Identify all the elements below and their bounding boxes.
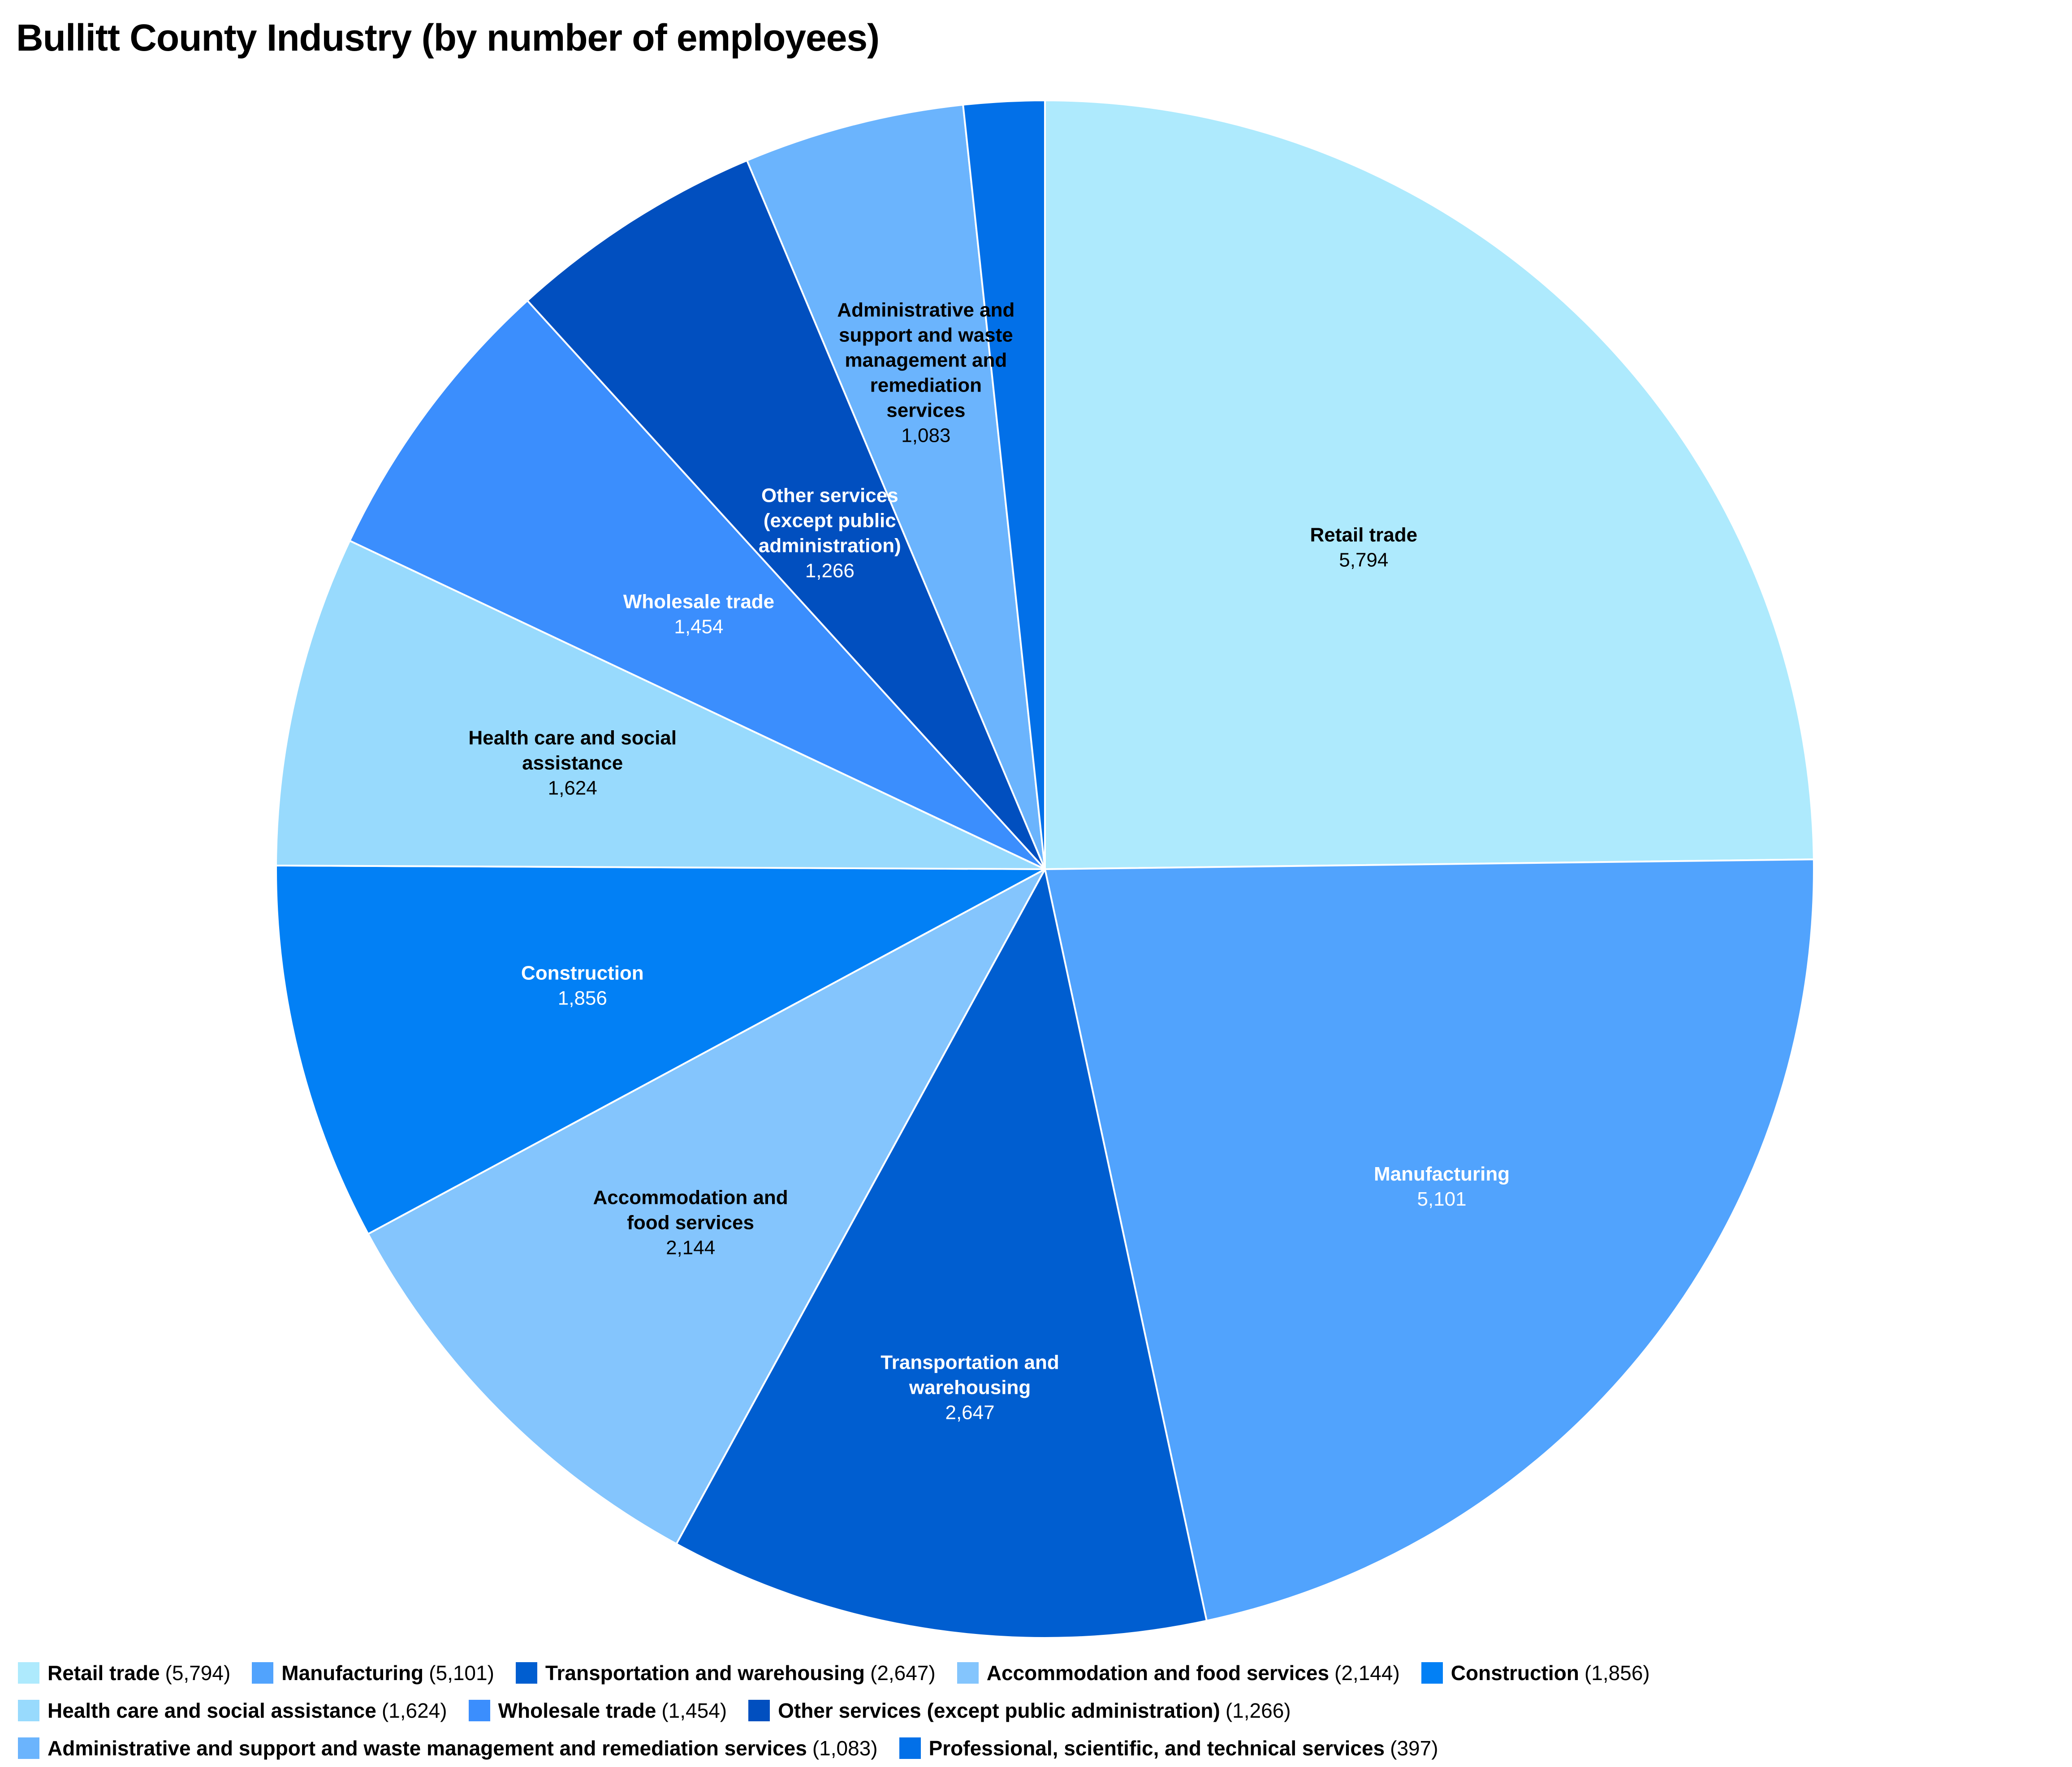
legend-item: Other services (except public administra… — [748, 1698, 1291, 1723]
pie-slice-administrative-and-support-and-waste-management-and-remediation-services — [746, 103, 1046, 870]
legend-label: Health care and social assistance — [47, 1699, 376, 1722]
chart-legend: Retail trade (5,794) Manufacturing (5,101) T… — [18, 1660, 2052, 1761]
pie-slice-label-value: 5,101 — [1417, 1188, 1467, 1210]
pie-slice-label-value: 5,794 — [1339, 549, 1388, 571]
pie-slice-label-name: warehousing — [909, 1377, 1031, 1399]
legend-item: Construction (1,856) — [1421, 1660, 1650, 1685]
legend-value: (1,083) — [812, 1737, 878, 1760]
pie-slice-label-value: 2,647 — [945, 1402, 994, 1424]
pie-slice-label-name: Transportation and — [881, 1352, 1059, 1374]
legend-value: (2,647) — [870, 1661, 936, 1685]
pie-slice-label-name: food services — [627, 1211, 754, 1233]
legend-value: (1,266) — [1225, 1699, 1291, 1722]
pie-slice-label: Other services (except public administrati… — [759, 485, 901, 582]
legend-swatch — [18, 1737, 39, 1759]
pie-slice-label-name: Other services — [761, 485, 898, 507]
pie-slice-label-value: 1,083 — [901, 425, 950, 447]
pie-slice-accommodation-and-food-services — [367, 868, 1046, 1545]
legend-swatch — [18, 1662, 39, 1684]
pie-slice-other-services-except-public-administration — [526, 159, 1046, 870]
legend-item: Transportation and warehousing (2,647) — [515, 1660, 936, 1685]
pie-slice-labels: Retail trade 5,794 Manufacturing 5,101 Trans… — [468, 299, 1510, 1424]
legend-label: Professional, scientific, and technical … — [928, 1737, 1385, 1760]
legend-swatch — [468, 1700, 490, 1721]
legend-swatch — [252, 1662, 274, 1684]
legend-value: (5,101) — [429, 1661, 494, 1685]
pie-slice-label: Accommodation and food services 2,144 — [593, 1186, 788, 1258]
pie-slice-label: Manufacturing 5,101 — [1374, 1163, 1510, 1210]
pie-slice-label: Retail trade 5,794 — [1310, 524, 1417, 571]
pie-slice-label-name: Manufacturing — [1374, 1163, 1510, 1185]
pie-slice-label: Wholesale trade 1,454 — [623, 590, 774, 638]
legend-label: Administrative and support and waste man… — [47, 1737, 807, 1760]
pie-slice-retail-trade — [1044, 99, 1815, 870]
legend-label: Other services (except public administra… — [778, 1699, 1220, 1722]
legend-label: Manufacturing — [281, 1661, 424, 1685]
legend-item: Accommodation and food services (2,144) — [957, 1660, 1400, 1685]
pie-chart: Retail trade 5,794 Manufacturing 5,101 Trans… — [275, 99, 1815, 1639]
pie-slices — [275, 99, 1815, 1639]
pie-slice-transportation-and-warehousing — [675, 868, 1208, 1639]
legend-label: Accommodation and food services — [986, 1661, 1330, 1685]
pie-slice-manufacturing — [1044, 858, 1815, 1622]
legend-item: Manufacturing (5,101) — [252, 1660, 494, 1685]
pie-slice-label-value: 1,266 — [805, 560, 855, 582]
pie-slice-label-name: remediation — [870, 375, 982, 396]
pie-slice-label-name: support and waste — [839, 324, 1013, 346]
pie-slice-label-name: Administrative and — [837, 299, 1014, 321]
legend-swatch — [18, 1700, 39, 1721]
pie-slice-professional-scientific-and-technical-services — [962, 99, 1046, 870]
legend-label: Wholesale trade — [498, 1699, 656, 1722]
pie-slice-label: Construction 1,856 — [521, 962, 644, 1009]
legend-swatch — [957, 1662, 979, 1684]
legend-swatch — [1421, 1662, 1443, 1684]
pie-slice-label-name: services — [886, 400, 965, 422]
legend-value: (1,856) — [1584, 1661, 1650, 1685]
pie-slice-label-name: Accommodation and — [593, 1186, 788, 1208]
pie-slice-health-care-and-social-assistance — [275, 539, 1046, 870]
pie-slice-label-value: 2,144 — [666, 1237, 715, 1258]
legend-item: Administrative and support and waste man… — [18, 1736, 878, 1761]
chart-title: Bullitt County Industry (by number of em… — [16, 17, 880, 59]
legend-value: (1,454) — [661, 1699, 727, 1722]
pie-slice-construction — [275, 864, 1046, 1235]
legend-value: (5,794) — [165, 1661, 231, 1685]
pie-slice-label-name: management and — [845, 349, 1007, 371]
pie-slice-label-name: administration) — [759, 535, 901, 557]
legend-value: (2,144) — [1334, 1661, 1400, 1685]
pie-slice-label: Administrative and support and waste manag… — [837, 299, 1014, 447]
legend-value: (1,624) — [381, 1699, 447, 1722]
pie-slice-label-value: 1,624 — [548, 777, 597, 799]
legend-item: Retail trade (5,794) — [18, 1660, 230, 1685]
legend-item: Health care and social assistance (1,624) — [18, 1698, 447, 1723]
pie-slice-label-name: Health care and social — [468, 727, 677, 749]
legend-swatch — [748, 1700, 770, 1721]
legend-label: Retail trade — [47, 1661, 160, 1685]
pie-slice-label: Health care and social assistance 1,624 — [468, 727, 677, 799]
legend-item: Professional, scientific, and technical … — [899, 1736, 1438, 1761]
pie-slice-label-name: (except public — [764, 510, 896, 532]
legend-swatch — [899, 1737, 921, 1759]
pie-slice-label: Transportation and warehousing 2,647 — [881, 1352, 1059, 1424]
legend-label: Transportation and warehousing — [545, 1661, 865, 1685]
pie-slice-label-name: assistance — [522, 752, 623, 774]
legend-item: Wholesale trade (1,454) — [468, 1698, 727, 1723]
pie-slice-wholesale-trade — [349, 299, 1046, 870]
pie-slice-label-name: Wholesale trade — [623, 590, 774, 612]
pie-slice-label-name: Retail trade — [1310, 524, 1417, 546]
legend-swatch — [515, 1662, 537, 1684]
legend-label: Construction — [1450, 1661, 1579, 1685]
pie-slice-label-name: Construction — [521, 962, 644, 984]
pie-slice-label-value: 1,856 — [558, 987, 607, 1009]
pie-slice-label-value: 1,454 — [674, 616, 723, 638]
legend-value: (397) — [1390, 1737, 1438, 1760]
